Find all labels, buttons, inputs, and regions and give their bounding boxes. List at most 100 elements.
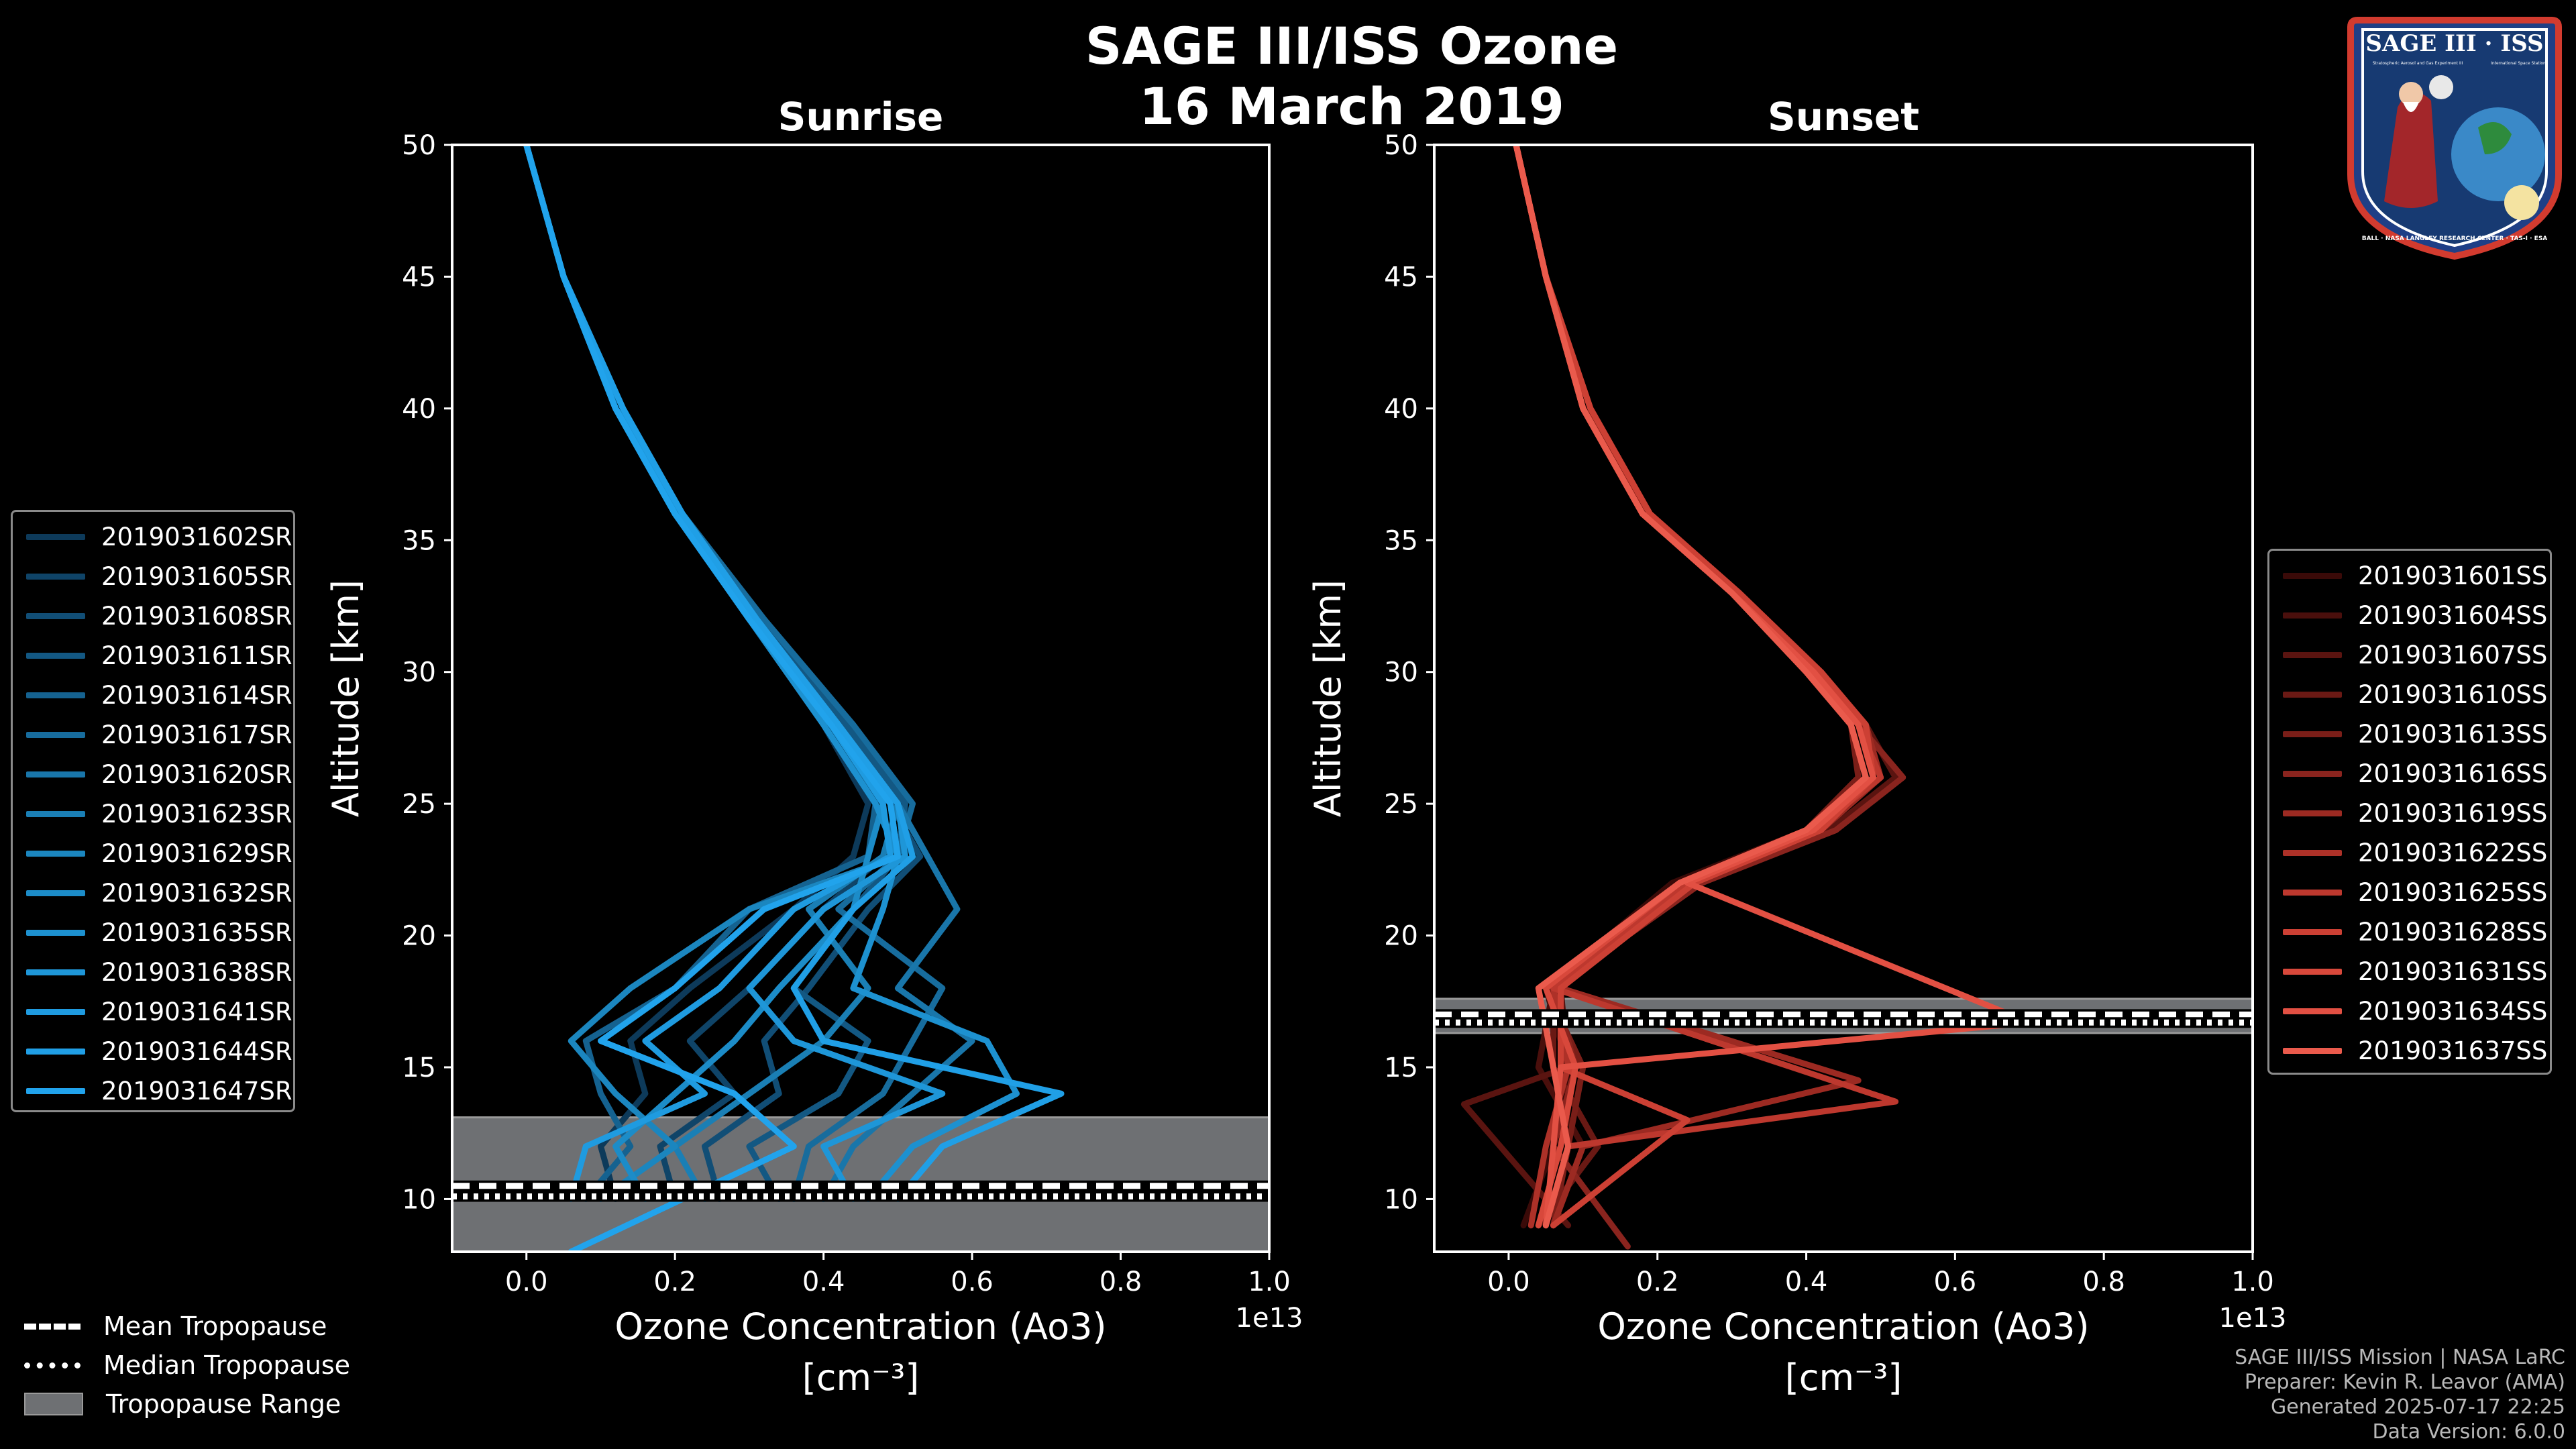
legend-label: 2019031644SR (101, 1036, 292, 1066)
sunset-x-axis-label: Ozone Concentration (Ao3) (1597, 1305, 2089, 1348)
legend-label: 2019031617SR (101, 720, 292, 749)
legend-item-2019031605SR: 2019031605SR (13, 559, 292, 593)
badge-top-text: SAGE III · ISS (2365, 30, 2543, 57)
legend-label: 2019031604SS (2358, 600, 2548, 630)
legend-swatch (26, 652, 85, 659)
y-tick-label: 35 (402, 525, 436, 556)
sunset-axes-frame (1433, 144, 2254, 1253)
legend-median-label: Median Tropopause (103, 1350, 350, 1380)
legend-swatch (26, 573, 85, 580)
legend-item-2019031604SS: 2019031604SS (2269, 598, 2547, 632)
legend-swatch (2283, 1047, 2342, 1054)
y-tick-label: 45 (402, 262, 436, 292)
sunset-panel: 0.0 0.2 0.4 0.6 0.8 1.0 10 15 20 25 30 35 40 45 50 Suns… (1307, 94, 2286, 1399)
legend-label: 2019031616SS (2358, 759, 2548, 788)
sunset-legend: 2019031601SS 2019031604SS 2019031607SS 2019… (2267, 549, 2552, 1075)
legend-label: 2019031631SS (2358, 957, 2548, 986)
x-tick-label: 1.0 (1248, 1267, 1291, 1297)
legend-item-2019031616SS: 2019031616SS (2269, 757, 2547, 790)
legend-label: 2019031625SS (2358, 877, 2548, 907)
y-tick-label: 30 (402, 657, 436, 688)
footer-credits: SAGE III/ISS Mission | NASA LaRC Prepare… (2235, 1345, 2565, 1444)
legend-item-2019031641SR: 2019031641SR (13, 995, 292, 1028)
legend-swatch (26, 731, 85, 738)
legend-swatch (2283, 691, 2342, 698)
legend-item-2019031631SS: 2019031631SS (2269, 955, 2547, 988)
legend-item-2019031632SR: 2019031632SR (13, 876, 292, 910)
legend-label: 2019031628SS (2358, 917, 2548, 947)
legend-swatch (26, 1087, 85, 1094)
legend-item-2019031622SS: 2019031622SS (2269, 836, 2547, 869)
legend-item-2019031634SS: 2019031634SS (2269, 994, 2547, 1028)
footer-line-2: Preparer: Kevin R. Leavor (AMA) (2244, 1371, 2565, 1394)
legend-median-tropopause: Median Tropopause (24, 1346, 350, 1385)
legend-swatch (26, 850, 85, 857)
legend-swatch (26, 533, 85, 540)
sunset-y-axis-label: Altitude [km] (1307, 580, 1349, 817)
series-line-2019031644SR (523, 145, 1065, 1202)
legend-label: 2019031647SR (101, 1076, 292, 1106)
sunset-panel-title: Sunset (1768, 94, 1919, 140)
legend-item-2019031644SR: 2019031644SR (13, 1034, 292, 1068)
legend-item-2019031619SS: 2019031619SS (2269, 796, 2547, 830)
sage-iii-iss-badge: SAGE III · ISS Stratospheric Aerosol and… (2347, 17, 2562, 260)
legend-swatch (2283, 849, 2342, 856)
badge-sub-right: International Space Station (2491, 61, 2546, 66)
dotted-line-swatch (24, 1362, 80, 1368)
x-tick-label: 0.0 (505, 1267, 548, 1297)
legend-item-2019031620SR: 2019031620SR (13, 757, 292, 791)
legend-label: 2019031619SS (2358, 798, 2548, 828)
legend-label: 2019031638SR (101, 957, 292, 987)
y-tick-label: 50 (1384, 130, 1418, 161)
x-tick-label: 0.6 (951, 1267, 994, 1297)
dashed-line-swatch (24, 1323, 80, 1330)
x-tick-label: 0.4 (1785, 1267, 1828, 1297)
legend-item-2019031635SR: 2019031635SR (13, 916, 292, 949)
series-line-2019031620SR (523, 145, 975, 1202)
series-line-2019031637SS (1513, 145, 1869, 1229)
legend-range-label: Tropopause Range (106, 1389, 341, 1419)
legend-swatch (2283, 651, 2342, 658)
series-line-2019031605SR (523, 145, 901, 1202)
legend-swatch (2283, 770, 2342, 777)
sunrise-y-axis-label: Altitude [km] (325, 580, 367, 817)
legend-label: 2019031637SS (2358, 1036, 2548, 1065)
legend-item-2019031647SR: 2019031647SR (13, 1074, 292, 1108)
legend-swatch (2283, 1008, 2342, 1014)
y-tick-label: 40 (1384, 394, 1418, 425)
legend-swatch (26, 1008, 85, 1015)
legend-swatch (2283, 889, 2342, 896)
legend-label: 2019031605SR (101, 561, 292, 591)
x-tick-label: 0.8 (1099, 1267, 1142, 1297)
legend-item-2019031637SS: 2019031637SS (2269, 1034, 2547, 1067)
legend-item-2019031610SS: 2019031610SS (2269, 678, 2547, 711)
y-tick-label: 25 (402, 789, 436, 820)
legend-swatch (2283, 968, 2342, 975)
x-tick-label: 0.4 (802, 1267, 845, 1297)
legend-item-2019031611SR: 2019031611SR (13, 639, 292, 672)
legend-item-2019031623SR: 2019031623SR (13, 797, 292, 830)
legend-swatch (26, 1048, 85, 1055)
legend-label: 2019031629SR (101, 839, 292, 868)
legend-item-2019031607SS: 2019031607SS (2269, 638, 2547, 672)
figure-title: SAGE III/ISS Ozone (1085, 16, 1618, 76)
legend-label: 2019031602SR (101, 522, 292, 551)
legend-swatch (2283, 810, 2342, 816)
footer-line-3: Generated 2025-07-17 22:25 (2270, 1395, 2565, 1419)
sunrise-panel-title: Sunrise (778, 94, 944, 140)
sunrise-x-multiplier: 1e13 (1236, 1303, 1303, 1334)
y-tick-label: 10 (402, 1184, 436, 1215)
legend-label: 2019031641SR (101, 997, 292, 1026)
series-line-2019031629SR (523, 145, 901, 1202)
legend-label: 2019031611SR (101, 641, 292, 670)
legend-item-2019031601SS: 2019031601SS (2269, 559, 2547, 592)
y-tick-label: 25 (1384, 789, 1418, 820)
sunset-x-axis-units: [cm⁻³] (1785, 1356, 1902, 1399)
y-tick-label: 20 (402, 921, 436, 952)
legend-swatch (2283, 731, 2342, 737)
legend-item-2019031613SS: 2019031613SS (2269, 717, 2547, 751)
legend-item-2019031608SR: 2019031608SR (13, 599, 292, 633)
y-tick-label: 35 (1384, 525, 1418, 556)
legend-item-2019031628SS: 2019031628SS (2269, 915, 2547, 949)
legend-item-2019031614SR: 2019031614SR (13, 678, 292, 712)
